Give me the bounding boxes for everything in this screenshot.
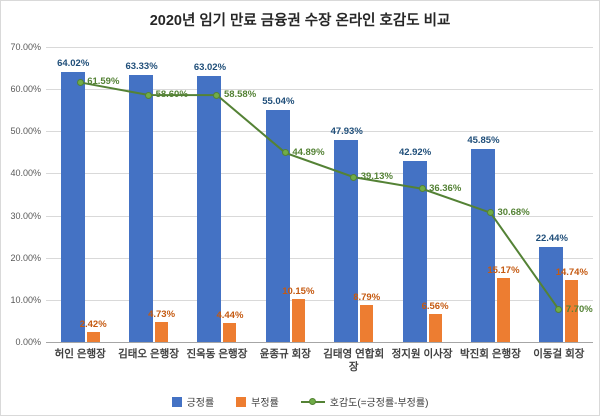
x-axis-category-label: 박진회 은행장	[459, 348, 521, 360]
negative-series-swatch	[236, 396, 247, 407]
y-axis-tick-label: 70.00%	[10, 42, 41, 52]
legend-label-negative: 부정률	[251, 398, 279, 409]
bar-negative	[428, 314, 442, 342]
favorability-marker	[418, 185, 426, 193]
y-axis-tick-label: 30.00%	[10, 210, 41, 221]
y-axis-tick-label: 60.00%	[10, 84, 41, 95]
favorability-marker	[350, 173, 358, 181]
x-axis-category-label: 김태오 은행장	[118, 348, 179, 360]
bar-positive	[470, 148, 495, 342]
favorability-marker	[76, 78, 84, 86]
legend-item-negative: 부정률	[236, 394, 279, 409]
favorability-value-label: 39.13%	[360, 171, 393, 183]
bar-negative	[565, 279, 579, 342]
favorability-marker	[213, 91, 221, 99]
gridline	[46, 299, 593, 301]
favorability-value-label: 30.68%	[497, 206, 530, 218]
x-axis-category-label: 윤종규 회장	[259, 348, 311, 360]
positive-value-label: 63.02%	[193, 62, 227, 74]
y-axis-tick-label: 0.00%	[15, 337, 41, 347]
favorability-marker	[555, 306, 563, 314]
x-axis-category-label: 허인 은행장	[54, 348, 106, 360]
bar-positive	[334, 140, 359, 342]
y-axis-tick-label: 20.00%	[10, 252, 41, 263]
negative-value-label: 14.74%	[555, 266, 588, 278]
x-axis-category-label: 진옥동 은행장	[186, 348, 248, 360]
bar-negative	[360, 304, 374, 342]
positive-value-label: 22.44%	[535, 233, 568, 245]
y-axis-tick-label: 40.00%	[10, 168, 41, 179]
negative-value-label: 4.73%	[148, 309, 176, 321]
positive-series-swatch	[171, 396, 182, 407]
gridline	[46, 257, 593, 259]
bar-positive	[129, 75, 154, 342]
bar-positive	[60, 72, 85, 342]
negative-value-label: 2.42%	[79, 318, 107, 330]
bar-negative	[86, 331, 100, 342]
positive-value-label: 64.02%	[57, 58, 90, 70]
favorability-value-label: 58.58%	[223, 89, 257, 101]
negative-value-label: 8.79%	[353, 291, 381, 303]
bar-negative	[155, 322, 169, 342]
bar-negative	[496, 278, 510, 342]
negative-value-label: 10.15%	[282, 286, 315, 298]
favorability-value-label: 36.36%	[429, 182, 462, 194]
bar-negative	[291, 299, 305, 342]
negative-value-label: 4.44%	[216, 310, 244, 322]
positive-value-label: 42.92%	[398, 147, 432, 159]
positive-value-label: 63.33%	[125, 61, 158, 73]
x-axis-category-label: 정지원 이사장	[391, 348, 453, 360]
y-axis-tick-label: 50.00%	[10, 126, 41, 137]
negative-value-label: 6.56%	[421, 301, 449, 313]
gridline	[46, 89, 593, 91]
negative-value-label: 15.17%	[487, 265, 520, 277]
bar-negative	[223, 323, 237, 342]
favorability-series-swatch	[300, 398, 325, 405]
positive-value-label: 55.04%	[262, 96, 295, 108]
favorability-marker	[486, 209, 494, 217]
legend-item-favorability: 호감도(=긍정률-부정률)	[300, 394, 429, 409]
x-axis-line	[46, 342, 593, 343]
bar-positive	[265, 110, 290, 342]
legend-item-positive: 긍정률	[171, 394, 215, 409]
favorability-marker	[145, 91, 153, 99]
gridline	[46, 173, 593, 175]
x-axis-category-label: 이동걸 회장	[533, 348, 585, 360]
positive-value-label: 47.93%	[330, 126, 363, 137]
x-axis-category-label: 김태영 연합회장	[323, 348, 385, 373]
favorability-value-label: 7.70%	[565, 303, 593, 315]
positive-value-label: 45.85%	[467, 134, 500, 146]
legend-label-favorability: 호감도(=긍정률-부정률)	[329, 398, 429, 409]
y-axis-tick-label: 10.00%	[10, 294, 41, 305]
chart-title: 2020년 임기 만료 금융권 수장 온라인 호감도 비교	[149, 13, 451, 29]
favorability-value-label: 44.89%	[292, 146, 325, 158]
bar-positive	[197, 76, 222, 342]
favorability-value-label: 58.60%	[155, 89, 188, 101]
favorability-value-label: 61.59%	[87, 76, 120, 88]
bar-positive	[539, 247, 564, 342]
favorability-marker	[281, 149, 289, 157]
legend-label-positive: 긍정률	[186, 398, 215, 409]
chart-legend: 긍정률 부정률 호감도(=긍정률-부정률)	[1, 394, 599, 409]
gridline	[46, 47, 593, 48]
